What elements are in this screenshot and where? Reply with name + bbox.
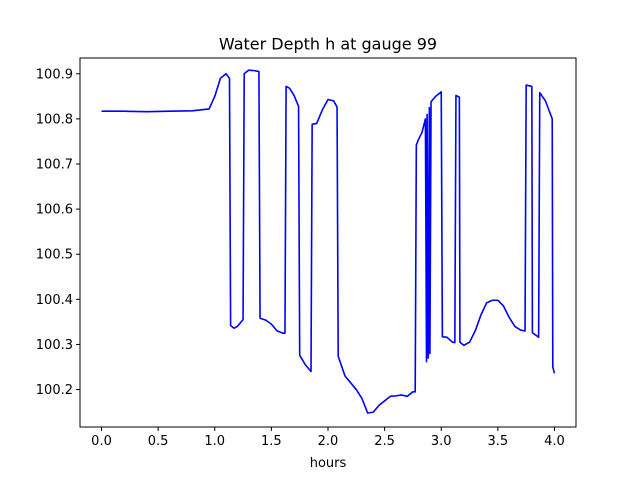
x-tick-label: 3.5 <box>488 434 509 449</box>
x-tick-label: 4.0 <box>544 434 565 449</box>
series-line-0 <box>101 69 556 414</box>
x-tick-label: 1.0 <box>204 434 225 449</box>
y-tick-label: 100.2 <box>36 383 73 398</box>
y-tick-label: 100.8 <box>36 112 73 127</box>
y-tick-label: 100.9 <box>36 67 73 82</box>
chart-title: Water Depth h at gauge 99 <box>219 35 437 54</box>
plot-area <box>101 69 556 414</box>
x-tick-label: 0.0 <box>91 434 112 449</box>
x-tick-label: 3.0 <box>431 434 452 449</box>
y-tick-label: 100.6 <box>36 203 73 218</box>
x-tick-label: 0.5 <box>148 434 169 449</box>
y-axis: 100.2 100.3 100.4 100.5 100.6 100.7 100.8 100.9 <box>36 67 80 398</box>
x-axis: 0.0 0.5 1.0 1.5 2.0 2.5 3.0 3.5 4.0 <box>91 427 565 449</box>
x-axis-label: hours <box>310 456 347 471</box>
x-tick-label: 2.5 <box>374 434 395 449</box>
y-tick-label: 100.3 <box>36 338 73 353</box>
x-tick-label: 1.5 <box>261 434 282 449</box>
axes-frame <box>79 57 577 428</box>
y-tick-label: 100.4 <box>36 293 73 308</box>
y-tick-label: 100.5 <box>36 248 73 263</box>
y-tick-label: 100.7 <box>36 158 73 173</box>
x-tick-label: 2.0 <box>318 434 339 449</box>
